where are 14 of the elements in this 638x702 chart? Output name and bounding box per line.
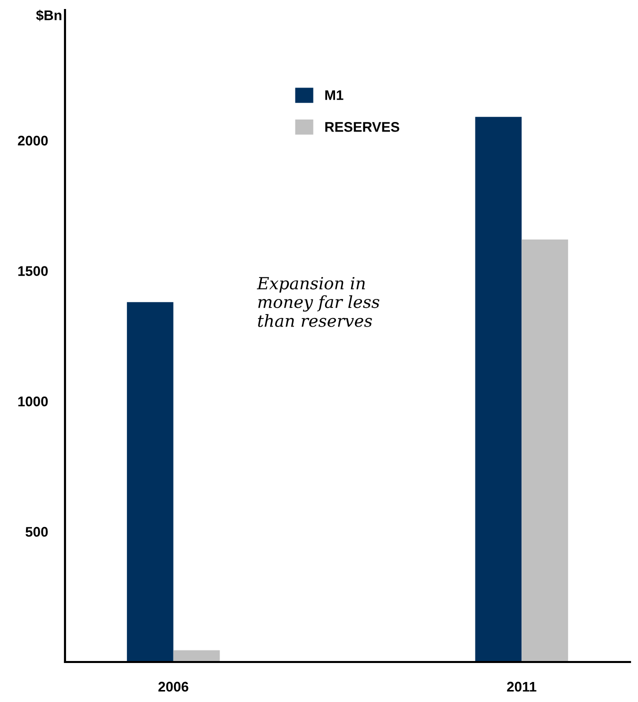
legend-label: RESERVES [325,122,400,132]
annotation: Expansion in money far less than reserves [256,276,380,328]
y-tick-label: 500 [26,526,48,537]
x-tick-label: 2011 [507,682,536,692]
y-tick-label: 1500 [18,266,48,276]
x-tick-label: 2006 [158,682,188,692]
y-tick-label: 1000 [18,396,48,406]
bar [126,302,174,662]
bar [475,116,522,662]
bar [522,240,568,662]
legend-label: M1 [325,90,344,100]
y-axis-title: $Bn [36,10,62,22]
bar [173,650,220,662]
y-tick-label: 2000 [18,136,48,146]
